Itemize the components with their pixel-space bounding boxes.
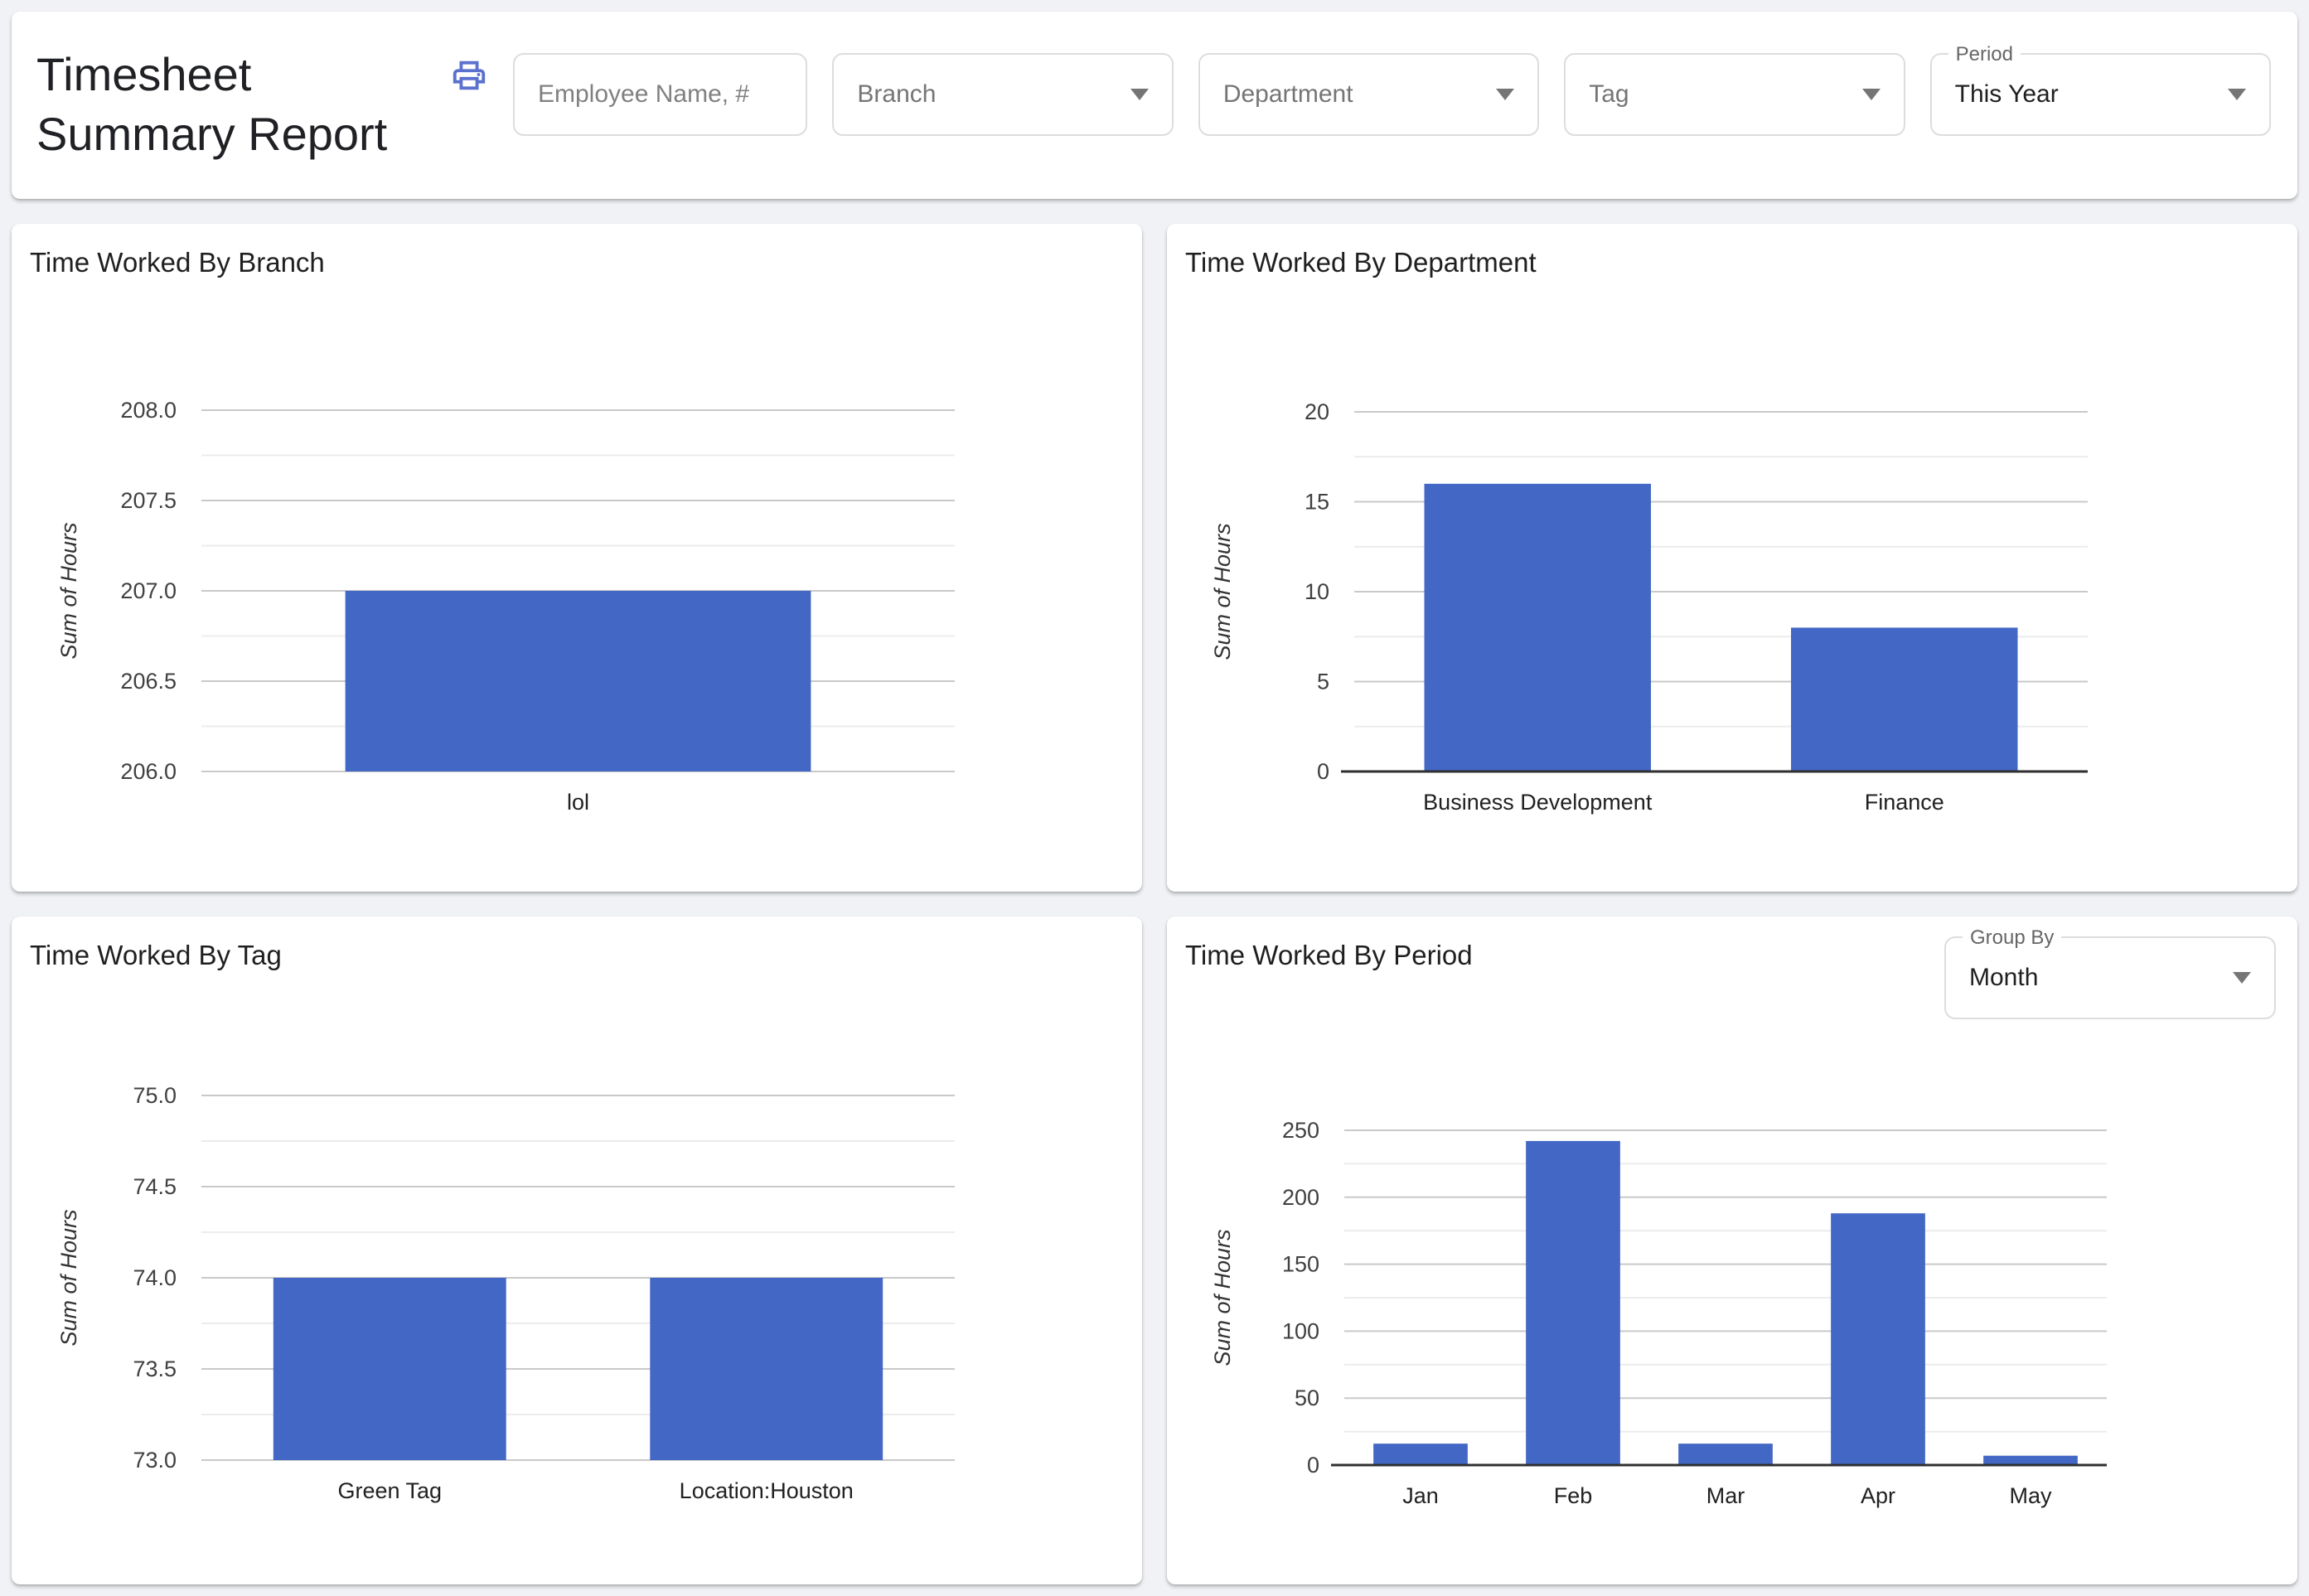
branch-select[interactable]: Branch bbox=[832, 53, 1174, 136]
category-label: Location:Houston bbox=[680, 1478, 854, 1503]
category-label: May bbox=[2009, 1483, 2052, 1508]
dropdown-caret-icon bbox=[1130, 89, 1149, 100]
bar[interactable] bbox=[1373, 1444, 1468, 1465]
page-title: Timesheet Summary Report bbox=[36, 48, 388, 160]
bar[interactable] bbox=[650, 1278, 883, 1460]
employee-search-field[interactable] bbox=[513, 53, 808, 136]
category-label: Finance bbox=[1865, 790, 1944, 815]
y-tick-label: 207.0 bbox=[120, 578, 177, 603]
bar[interactable] bbox=[1791, 627, 2018, 771]
y-tick-label: 0 bbox=[1317, 759, 1329, 784]
chart-title-period: Time Worked By Period bbox=[1185, 940, 1473, 970]
bar[interactable] bbox=[1678, 1444, 1773, 1465]
department-select[interactable]: Department bbox=[1198, 53, 1540, 136]
group-by-select-value: Month bbox=[1969, 964, 2039, 991]
bar[interactable] bbox=[273, 1278, 506, 1460]
y-tick-label: 150 bbox=[1282, 1252, 1319, 1277]
y-tick-label: 100 bbox=[1282, 1318, 1319, 1343]
bar[interactable] bbox=[1831, 1213, 1925, 1465]
chart-card-period: Time Worked By Period Group By Month 250… bbox=[1167, 916, 2297, 1584]
bar[interactable] bbox=[1526, 1140, 1620, 1465]
group-by-floating-label: Group By bbox=[1963, 925, 2062, 951]
bar[interactable] bbox=[345, 591, 811, 771]
period-select-value: This Year bbox=[1954, 80, 2059, 108]
charts-grid: Time Worked By Branch 208.0 207.5 207.0 206… bbox=[12, 224, 2297, 1584]
group-by-select[interactable]: Group By Month bbox=[1944, 925, 2276, 1019]
y-tick-label: 250 bbox=[1282, 1118, 1319, 1143]
chart-card-tag: Time Worked By Tag 75.0 74.5 74.0 73.5 73.0 G… bbox=[12, 916, 1142, 1584]
y-tick-label: 73.5 bbox=[133, 1357, 177, 1381]
dropdown-caret-icon bbox=[1861, 89, 1881, 100]
dropdown-caret-icon bbox=[1496, 89, 1515, 100]
y-axis-title: Sum of Hours bbox=[56, 1209, 81, 1346]
chart-card-department: Time Worked By Department 20 15 10 5 0 Busine… bbox=[1167, 224, 2297, 892]
print-icon[interactable] bbox=[450, 56, 488, 94]
y-tick-label: 75.0 bbox=[133, 1083, 177, 1108]
print-icon-glyph bbox=[453, 60, 486, 90]
period-bar-chart: 250 200 150 100 50 0 Jan Feb Mar Apr May Sum of Hou… bbox=[1210, 1118, 2107, 1508]
branch-select-label: Branch bbox=[857, 80, 937, 108]
category-label: Mar bbox=[1706, 1483, 1745, 1508]
chart-card-branch: Time Worked By Branch 208.0 207.5 207.0 206… bbox=[12, 224, 1142, 892]
employee-search-input[interactable] bbox=[515, 55, 806, 134]
y-axis-title: Sum of Hours bbox=[1210, 523, 1235, 660]
category-label: Feb bbox=[1554, 1483, 1593, 1508]
dropdown-caret-icon bbox=[2233, 972, 2251, 984]
category-label: Business Development bbox=[1423, 790, 1653, 815]
category-label: lol bbox=[567, 790, 589, 815]
y-tick-label: 20 bbox=[1305, 399, 1329, 424]
department-bar-chart: 20 15 10 5 0 Business Development Finance Sum o… bbox=[1210, 399, 2088, 815]
title-wrap: Timesheet Summary Report bbox=[36, 45, 488, 164]
category-label: Apr bbox=[1861, 1483, 1895, 1508]
chart-title-tag: Time Worked By Tag bbox=[30, 940, 282, 970]
dropdown-caret-icon bbox=[2228, 89, 2247, 100]
period-select[interactable]: Period This Year bbox=[1929, 41, 2272, 136]
y-tick-label: 73.0 bbox=[133, 1448, 177, 1473]
tag-select-label: Tag bbox=[1589, 80, 1629, 108]
bar[interactable] bbox=[1983, 1455, 2078, 1465]
y-tick-label: 5 bbox=[1317, 670, 1329, 694]
bar[interactable] bbox=[1424, 483, 1651, 771]
y-tick-label: 200 bbox=[1282, 1185, 1319, 1210]
y-tick-label: 206.5 bbox=[120, 669, 177, 694]
y-axis-title: Sum of Hours bbox=[1210, 1229, 1235, 1366]
department-select-label: Department bbox=[1222, 80, 1353, 108]
y-tick-label: 15 bbox=[1305, 490, 1329, 515]
tag-select[interactable]: Tag bbox=[1564, 53, 1905, 136]
tag-bar-chart: 75.0 74.5 74.0 73.5 73.0 Green Tag Location:Ho… bbox=[56, 1083, 955, 1503]
y-tick-label: 206.0 bbox=[120, 759, 177, 784]
chart-title-department: Time Worked By Department bbox=[1185, 247, 1537, 278]
category-label: Green Tag bbox=[337, 1478, 442, 1503]
y-tick-label: 50 bbox=[1295, 1386, 1319, 1410]
y-tick-label: 74.5 bbox=[133, 1174, 177, 1199]
y-tick-label: 74.0 bbox=[133, 1265, 177, 1290]
y-tick-label: 10 bbox=[1305, 579, 1329, 604]
y-tick-label: 207.5 bbox=[120, 488, 177, 513]
report-header: Timesheet Summary Report Branch Departme… bbox=[12, 12, 2297, 199]
y-axis-title: Sum of Hours bbox=[56, 522, 81, 659]
period-select-floating-label: Period bbox=[1948, 41, 2021, 68]
y-tick-label: 208.0 bbox=[120, 398, 177, 423]
chart-title-branch: Time Worked By Branch bbox=[30, 247, 325, 278]
y-tick-label: 0 bbox=[1307, 1453, 1319, 1478]
category-label: Jan bbox=[1402, 1483, 1439, 1508]
branch-bar-chart: 208.0 207.5 207.0 206.5 206.0 lol Sum of Hours bbox=[56, 398, 955, 815]
